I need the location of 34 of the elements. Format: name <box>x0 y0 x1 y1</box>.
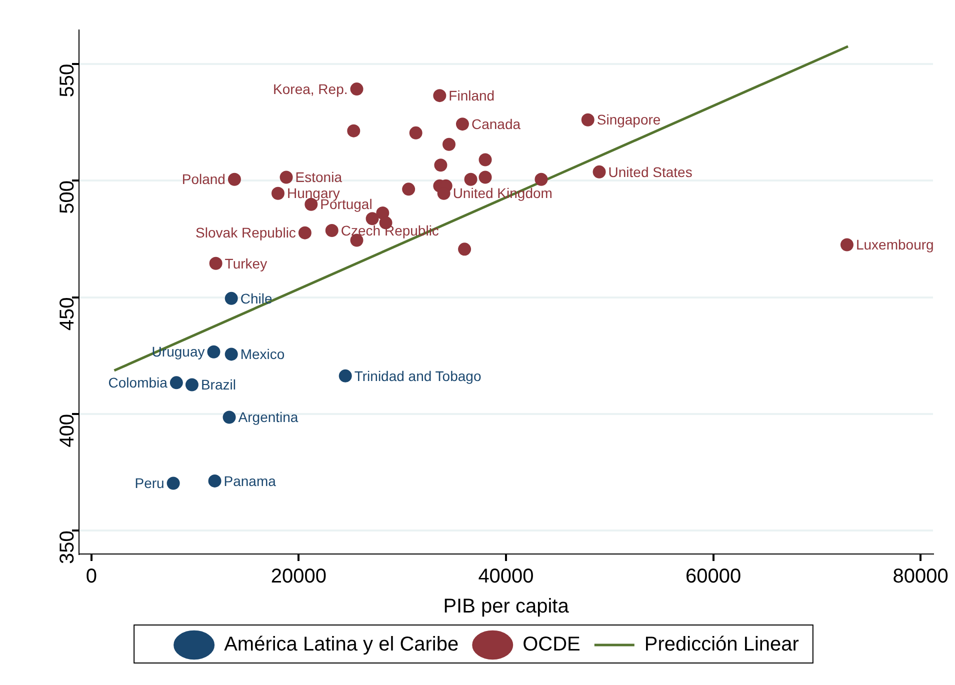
y-tick-label: 550 <box>56 64 79 98</box>
annotation: Luxembourg <box>856 236 934 253</box>
annotation: Argentina <box>238 409 298 426</box>
legend-label: Predicción Linear <box>644 634 800 656</box>
annotation: Panama <box>224 472 276 489</box>
annotation: Finland <box>448 87 495 104</box>
annotation: United States <box>608 164 692 180</box>
annotation: Trinidad and Tobago <box>354 368 482 384</box>
annotation: Korea, Rep. <box>273 80 348 97</box>
y-tick-label: 450 <box>56 297 79 331</box>
annotation: Singapore <box>596 112 661 128</box>
x-tick-label: 80000 <box>892 566 948 588</box>
annotation: Hungary <box>286 185 340 202</box>
annotation: Slovak Republic <box>196 224 296 241</box>
annotation: Canada <box>471 116 521 132</box>
y-tick-label: 350 <box>56 530 79 564</box>
y-tick-label: 500 <box>56 180 79 214</box>
x-axis-title: PIB per capita <box>443 596 570 618</box>
x-tick-label: 0 <box>86 566 97 588</box>
x-tick-label: 60000 <box>685 566 742 588</box>
annotation: Chile <box>240 290 272 306</box>
legend-label: OCDE <box>522 634 580 656</box>
annotation: Peru <box>134 475 164 492</box>
annotation: Poland <box>182 171 226 188</box>
annotation: Turkey <box>224 255 268 272</box>
annotation: Colombia <box>108 374 168 391</box>
x-tick-label: 40000 <box>478 566 534 588</box>
y-tick-label: 400 <box>56 414 79 448</box>
x-tick-label: 20000 <box>270 566 327 588</box>
annotation: Uruguay <box>152 344 205 360</box>
annotation: Brazil <box>200 376 236 393</box>
legend-label: América Latina y el Caribe <box>224 634 459 656</box>
annotation: Mexico <box>240 346 285 362</box>
annotation: Estonia <box>295 169 342 186</box>
